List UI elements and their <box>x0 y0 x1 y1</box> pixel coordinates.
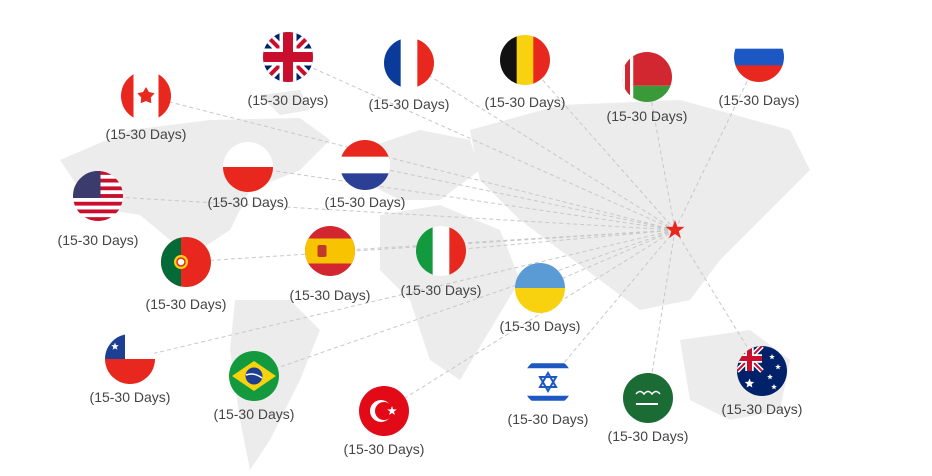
delivery-time-label: (15-30 Days) <box>718 92 800 108</box>
delivery-time-label: (15-30 Days) <box>499 318 581 334</box>
saudi-flag-icon <box>623 373 673 423</box>
ukraine-flag-icon <box>515 263 565 313</box>
route-line <box>247 166 676 231</box>
delivery-time-label: (15-30 Days) <box>145 296 227 312</box>
delivery-time-label: (15-30 Days) <box>289 287 371 303</box>
israel-flag-icon <box>523 357 573 407</box>
route-line <box>383 229 676 412</box>
star-icon <box>665 220 685 239</box>
landmass <box>470 100 810 310</box>
france-flag-icon <box>384 38 434 88</box>
delivery-time-label: (15-30 Days) <box>207 194 289 210</box>
delivery-time-label: (15-30 Days) <box>57 232 139 248</box>
route-line <box>547 229 676 383</box>
landmass <box>360 130 480 200</box>
delivery-time-label: (15-30 Days) <box>484 94 566 110</box>
delivery-time-label: (15-30 Days) <box>606 108 688 124</box>
usa-flag-icon <box>73 171 123 221</box>
route-line <box>364 164 676 231</box>
route-line <box>646 76 676 231</box>
delivery-time-label: (15-30 Days) <box>721 401 803 417</box>
landmass <box>380 205 520 380</box>
delivery-time-label: (15-30 Days) <box>400 282 482 298</box>
delivery-time-label: (15-30 Days) <box>368 96 450 112</box>
delivery-time-label: (15-30 Days) <box>507 411 589 427</box>
brazil-flag-icon <box>229 351 279 401</box>
chile-flag-icon <box>105 334 155 384</box>
route-line <box>524 59 676 231</box>
route-line <box>287 56 676 231</box>
netherlands-flag-icon <box>340 140 390 190</box>
delivery-time-label: (15-30 Days) <box>247 92 329 108</box>
canada-flag-icon <box>121 71 171 121</box>
uk-flag-icon <box>263 32 313 82</box>
route-line <box>408 62 676 231</box>
russia-flag-icon <box>734 32 784 82</box>
route-line <box>329 229 676 252</box>
delivery-time-label: (15-30 Days) <box>213 406 295 422</box>
poland-flag-icon <box>223 142 273 192</box>
landmass <box>260 90 310 115</box>
delivery-time-label: (15-30 Days) <box>105 126 187 142</box>
portugal-flag-icon <box>161 237 211 287</box>
australia-flag-icon <box>737 346 787 396</box>
delivery-time-label: (15-30 Days) <box>89 389 171 405</box>
route-line <box>253 229 676 377</box>
italy-flag-icon <box>416 226 466 276</box>
delivery-time-label: (15-30 Days) <box>607 428 689 444</box>
delivery-time-label: (15-30 Days) <box>343 441 425 457</box>
spain-flag-icon <box>305 226 355 276</box>
delivery-time-label: (15-30 Days) <box>324 194 406 210</box>
route-line <box>647 229 676 399</box>
route-line <box>97 195 676 231</box>
route-line <box>129 229 676 360</box>
belgium-flag-icon <box>500 35 550 85</box>
turkey-flag-icon <box>359 386 409 436</box>
